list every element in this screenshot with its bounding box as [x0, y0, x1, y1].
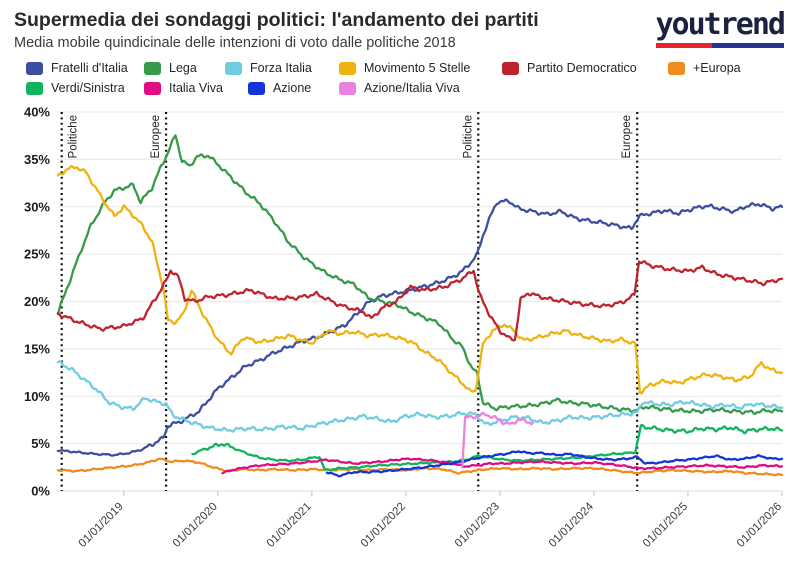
legend-label: Fratelli d'Italia [51, 61, 128, 76]
legend-item-verdi-sinistra: Verdi/Sinistra [26, 81, 130, 95]
series-line-lega [56, 134, 784, 416]
event-label: Europee [150, 115, 162, 158]
page-title: Supermedia dei sondaggi politici: l'anda… [14, 9, 539, 31]
y-tick-label: 20% [24, 294, 50, 309]
title-block: Supermedia dei sondaggi politici: l'anda… [14, 8, 539, 51]
series-line-azione-italia-viva [461, 412, 534, 469]
legend-swatch-verdi-sinistra [26, 81, 43, 95]
y-tick-label: 25% [24, 247, 50, 262]
legend-row-1: Fratelli d'Italia Lega Forza Italia Movimen… [26, 61, 800, 75]
legend-label: Verdi/Sinistra [51, 81, 125, 96]
series-line-forza-italia [56, 360, 784, 434]
legend-label: Forza Italia [250, 61, 312, 76]
legend-swatch-azione [248, 81, 265, 95]
y-tick-label: 10% [24, 389, 50, 404]
x-tick-label: 01/01/2021 [265, 501, 314, 550]
x-tick-label: 01/01/2024 [547, 501, 597, 551]
legend-swatch-partito-democratico [502, 61, 519, 75]
series-line-italia-viva [221, 457, 784, 475]
series-line-azione [325, 450, 784, 478]
series-line-fratelli-d-italia [56, 198, 784, 458]
event-label: Europee [621, 115, 633, 158]
legend-item-europa: +Europa [668, 61, 741, 75]
x-tick-label: 01/01/2026 [735, 501, 784, 550]
legend-label: Azione [273, 81, 312, 96]
logo-underline-red [655, 43, 713, 48]
legend-item-azione-italia-viva: Azione/Italia Viva [339, 81, 460, 95]
legend-item-fratelli-d-italia: Fratelli d'Italia [26, 61, 130, 75]
legend-swatch-lega [144, 61, 161, 75]
legend-label: Movimento 5 Stelle [364, 61, 471, 76]
x-tick-label: 01/01/2023 [453, 501, 502, 550]
legend-swatch-forza-italia [225, 61, 242, 75]
x-tick-label: 01/01/2020 [171, 501, 220, 550]
x-tick-label: 01/01/2019 [77, 501, 126, 550]
legend-item-italia-viva: Italia Viva [144, 81, 234, 95]
x-tick-label: 01/01/2022 [359, 501, 408, 550]
legend-label: Partito Democratico [527, 61, 637, 76]
legend-swatch-azione-italia-viva [339, 81, 356, 95]
series-line-partito-democratico [56, 260, 784, 342]
legend-swatch-movimento-5-stelle [339, 61, 356, 75]
legend: Fratelli d'Italia Lega Forza Italia Movimen… [26, 61, 800, 95]
legend-swatch-fratelli-d-italia [26, 61, 43, 75]
legend-item-lega: Lega [144, 61, 211, 75]
y-tick-label: 40% [24, 105, 50, 120]
legend-row-2: Verdi/Sinistra Italia Viva Azione Azione/It… [26, 81, 800, 95]
supermedia-chart-svg: 0% 5% 10% 15% 20% 25% 30% 35% 40% 01/01/2019 01/01… [24, 105, 784, 551]
youtrend-logo: youtrend [655, 7, 786, 48]
legend-item-azione: Azione [248, 81, 325, 95]
legend-swatch-europa [668, 61, 685, 75]
series-line-verdi-sinistra [191, 424, 784, 472]
chart-area: 0% 5% 10% 15% 20% 25% 30% 35% 40% 01/01/2019 01/01… [0, 101, 800, 563]
legend-label: Lega [169, 61, 197, 76]
x-tick-label: 01/01/2025 [641, 501, 690, 550]
logo-text: youtrend [655, 7, 786, 42]
logo-underline [655, 43, 785, 48]
y-tick-label: 5% [31, 437, 50, 452]
header: Supermedia dei sondaggi politici: l'anda… [0, 0, 800, 51]
legend-label: +Europa [693, 61, 741, 76]
y-tick-label: 30% [24, 200, 50, 215]
legend-label: Azione/Italia Viva [364, 81, 460, 96]
event-label: Politiche [68, 115, 80, 158]
legend-item-forza-italia: Forza Italia [225, 61, 325, 75]
legend-label: Italia Viva [169, 81, 223, 96]
series-line-movimento-5-stelle [56, 165, 784, 395]
legend-swatch-italia-viva [144, 81, 161, 95]
legend-item-movimento-5-stelle: Movimento 5 Stelle [339, 61, 488, 75]
logo-underline-blue [712, 43, 784, 48]
page-subtitle: Media mobile quindicinale delle intenzio… [14, 35, 456, 52]
legend-item-partito-democratico: Partito Democratico [502, 61, 654, 75]
y-tick-label: 0% [31, 484, 50, 499]
event-label: Politiche [462, 115, 474, 158]
y-tick-label: 35% [24, 152, 50, 167]
y-tick-label: 15% [24, 342, 50, 357]
